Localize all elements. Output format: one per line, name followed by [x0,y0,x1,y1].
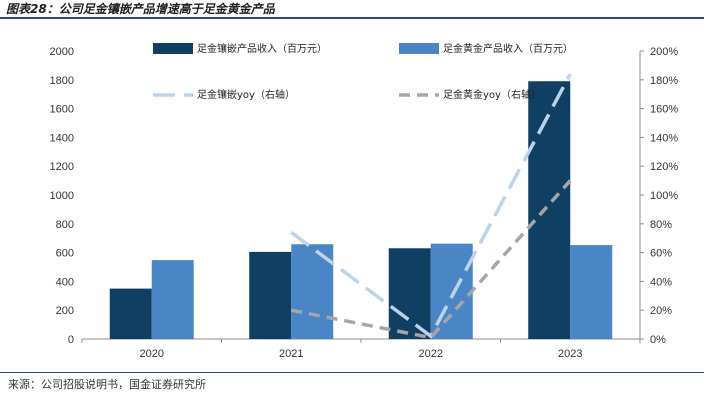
yoy-lines [290,73,572,340]
y-left-tick-label: 800 [56,219,74,231]
x-tick-label: 2022 [419,348,443,360]
y-right-tick-label: 120% [650,161,678,173]
y-right-tick-label: 200% [650,46,678,58]
y-right-tick-label: 0% [650,334,666,346]
y-left-tick-label: 2000 [50,46,74,58]
y-left-tick-label: 1800 [50,75,74,87]
source-rule [0,372,704,373]
legend-label-0: 足金镶嵌产品收入（百万元） [197,42,327,55]
axes: 0 200 400 600 800 1000 1200 1400 1600 1800 2000 0% 2… [50,46,679,360]
legend-swatch-bar-0 [153,43,193,54]
bars [109,81,613,340]
bar-inlay-2021 [249,251,292,339]
y-left-tick-label: 1400 [50,132,74,144]
title-rule [0,17,704,19]
y-left-tick-label: 1200 [50,161,74,173]
legend-label-3: 足金黄金yoy（右轴） [443,88,541,101]
y-right-tick-label: 180% [650,75,678,87]
bar-inlay-2023 [528,81,571,340]
x-tick-label: 2021 [279,348,303,360]
bar-gold-2023 [570,245,613,339]
x-tick-label: 2020 [140,348,164,360]
y-right-tick-label: 60% [650,248,672,260]
legend-label-2: 足金镶嵌yoy（右轴） [197,88,295,101]
y-right-tick-label: 20% [650,305,672,317]
bar-inlay-2022 [388,248,431,339]
y-right-tick-label: 40% [650,276,672,288]
legend: 足金镶嵌产品收入（百万元） 足金黄金产品收入（百万元） 足金镶嵌yoy（右轴） 足金黄… [153,42,573,101]
legend-label-1: 足金黄金产品收入（百万元） [443,42,573,55]
y-left-tick-label: 0 [68,334,74,346]
legend-swatch-bar-1 [399,43,439,54]
y-right-tick-label: 80% [650,219,672,231]
y-right-tick-label: 100% [650,190,678,202]
y-right-tick-label: 160% [650,104,678,116]
y-left-tick-label: 200 [56,305,74,317]
y-left-tick-label: 1600 [50,104,74,116]
source-note: 来源：公司招股说明书，国金证券研究所 [8,378,206,391]
y-left-tick-label: 600 [56,248,74,260]
y-right-tick-label: 140% [650,132,678,144]
y-left-tick-label: 1000 [50,190,74,202]
x-tick-label: 2023 [558,348,582,360]
bar-inlay-2020 [109,288,152,339]
y-left-tick-label: 400 [56,276,74,288]
chart-canvas: 0 200 400 600 800 1000 1200 1400 1600 1800 2000 0% 2… [50,42,679,360]
bar-gold-2020 [151,260,194,339]
chart-title: 图表28：公司足金镶嵌产品增速高于足金黄金产品 [6,2,275,16]
line-inlay-yoy [290,73,572,339]
